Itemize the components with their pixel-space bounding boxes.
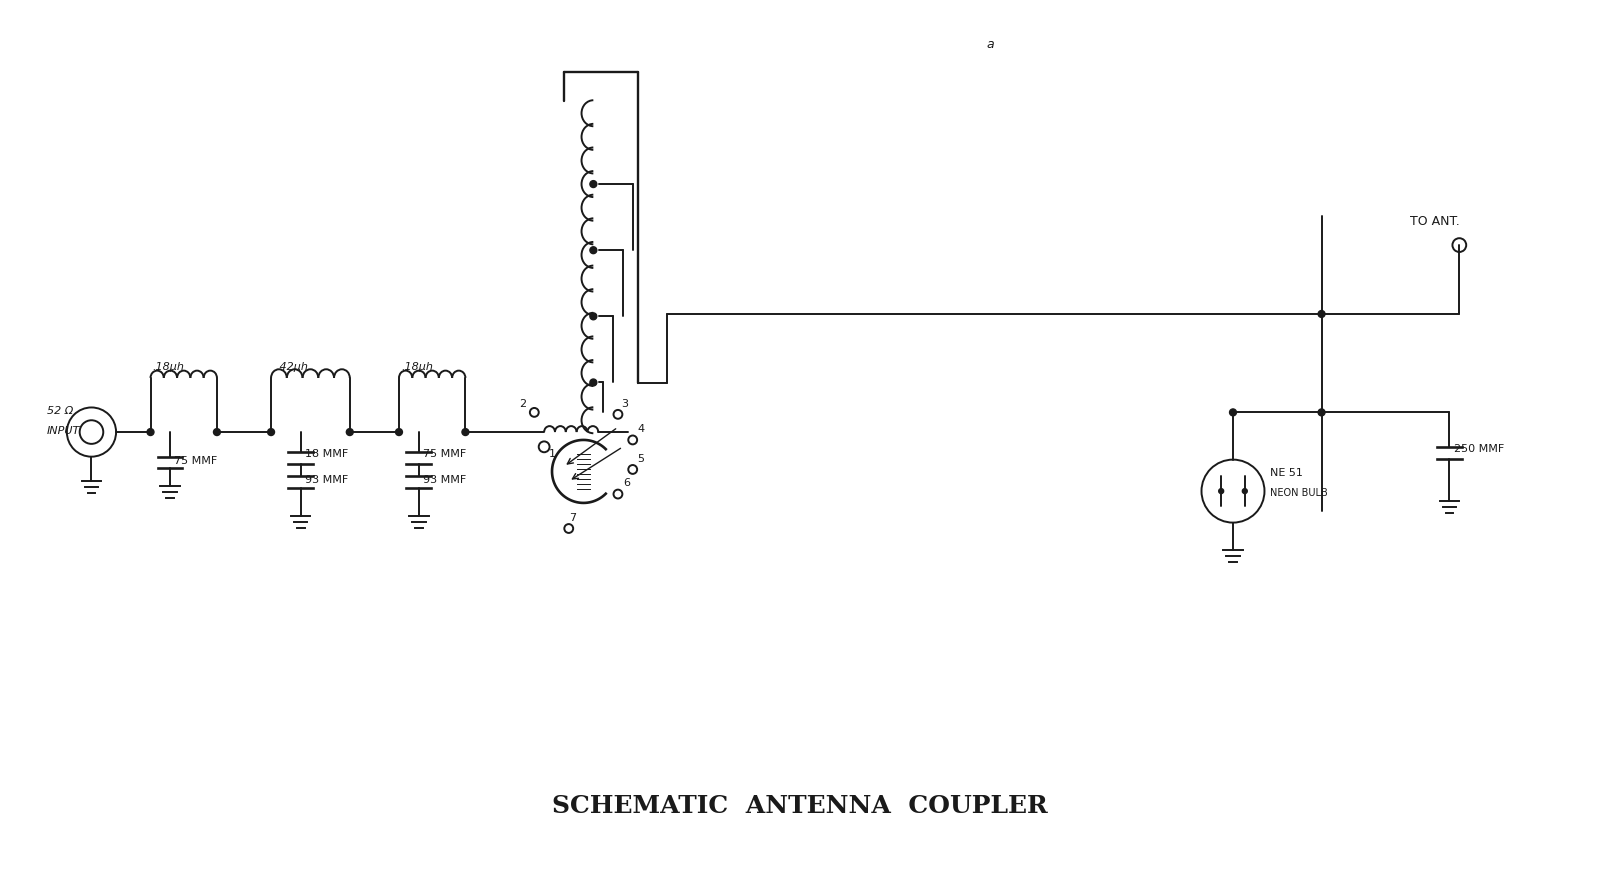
Text: 2: 2 — [520, 399, 526, 410]
Text: 250 MMF: 250 MMF — [1454, 444, 1504, 453]
Text: TO ANT.: TO ANT. — [1410, 215, 1459, 228]
Circle shape — [590, 247, 597, 254]
Text: 93 MMF: 93 MMF — [304, 475, 347, 485]
Circle shape — [1318, 310, 1325, 317]
Circle shape — [1318, 409, 1325, 416]
Text: 1: 1 — [549, 449, 557, 459]
Text: 18 MMF: 18 MMF — [304, 449, 347, 459]
Text: 3: 3 — [621, 399, 627, 410]
Text: NEON BULB: NEON BULB — [1270, 488, 1328, 498]
Circle shape — [590, 181, 597, 187]
Text: 6: 6 — [622, 478, 630, 488]
Text: a: a — [987, 38, 995, 51]
Circle shape — [590, 313, 597, 320]
Text: INPUT: INPUT — [46, 426, 80, 436]
Text: 93 MMF: 93 MMF — [422, 475, 466, 485]
Circle shape — [395, 429, 403, 435]
Circle shape — [346, 429, 354, 435]
Circle shape — [213, 429, 221, 435]
Text: NE 51: NE 51 — [1270, 468, 1304, 479]
Text: 5: 5 — [638, 453, 645, 464]
Text: .18μh: .18μh — [152, 362, 184, 372]
Circle shape — [147, 429, 154, 435]
Circle shape — [1242, 488, 1248, 494]
Text: 52 Ω: 52 Ω — [46, 406, 74, 416]
Circle shape — [590, 379, 597, 386]
Circle shape — [462, 429, 469, 435]
Text: 75 MMF: 75 MMF — [422, 449, 466, 459]
Circle shape — [1229, 409, 1237, 416]
Circle shape — [267, 429, 275, 435]
Text: .18μh: .18μh — [402, 362, 434, 372]
Text: 7: 7 — [568, 513, 576, 522]
Text: SCHEMATIC  ANTENNA  COUPLER: SCHEMATIC ANTENNA COUPLER — [552, 794, 1048, 818]
Circle shape — [1219, 488, 1224, 494]
Text: 4: 4 — [638, 424, 645, 434]
Text: 75 MMF: 75 MMF — [174, 455, 218, 466]
Text: .42μh: .42μh — [275, 362, 307, 372]
